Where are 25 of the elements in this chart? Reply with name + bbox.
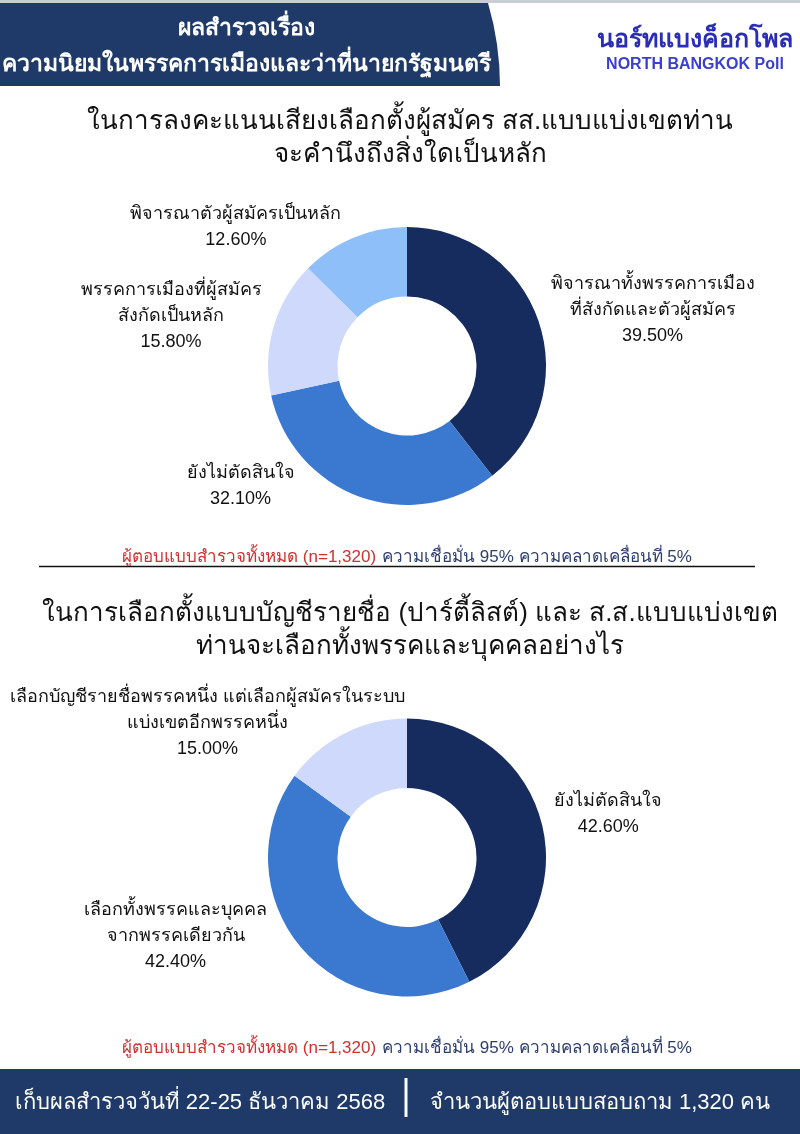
chart-title: ในการลงคะแนนเสียงเลือกตั้งผู้สมัคร สส.แบบแบ่งเขตท่าน จะคำนึงถึงสิ่งใดเป็นหลัก <box>86 101 734 168</box>
text: ผลสำรวจเรื่อง ความนิยมในพรรคการเมืองและว่าที่นายกรัฐมนตรี <box>1 10 492 78</box>
text: ผู้ตอบแบบสำรวจทั้งหมด (n=1,320) <box>122 543 377 567</box>
chart-title: ในการเลือกตั้งแบบบัญชีรายชื่อ (ปาร์ตี้ลิสต์) และ ส.ส.แบบแบ่งเขต ท่านจะเลือกทั้งพรรคและบุคคลอย่างไร <box>42 592 778 661</box>
text: ความเชื่อมั่น 95% ความคลาดเคลื่อนที่ 5% <box>382 543 692 566</box>
slice-label: พิจารณาทั้งพรรคการเมือง ที่สังกัดและตัวผู้สมัคร <box>550 269 755 320</box>
data-label: 32.10% <box>209 487 272 508</box>
slice-label: พรรคการเมืองที่ผู้สมัคร สังกัดเป็นหลัก <box>80 276 262 326</box>
data-label: 42.40% <box>144 951 207 972</box>
data-label: 15.80% <box>140 331 202 352</box>
data-label: 15.00% <box>176 737 239 758</box>
slice-label: พิจารณาตัวผู้สมัครเป็นหลัก <box>130 200 342 224</box>
data-label: 42.60% <box>577 816 639 837</box>
text: จำนวนผู้ตอบแบบสอบถาม 1,320 คน <box>429 1089 771 1115</box>
text: NORTH BANGKOK Poll <box>606 54 784 72</box>
slice-label: ยังไม่ตัดสินใจ <box>554 789 663 811</box>
slice-label: เลือกบัญชีรายชื่อพรรคหนึ่ง แต่เลือกผู้สมัครในระบบ แบ่งเขตอีกพรรคหนึ่ง <box>10 682 406 732</box>
text: ผู้ตอบแบบสำรวจทั้งหมด (n=1,320) <box>122 1035 377 1058</box>
text: นอร์ทแบงค็อกโพล <box>597 23 793 52</box>
slice-label: เลือกทั้งพรรคและบุคคล จากพรรคเดียวกัน <box>84 896 268 946</box>
slice-label: ยังไม่ตัดสินใจ <box>186 460 295 482</box>
data-label: 12.60% <box>205 228 267 249</box>
data-label: 39.50% <box>621 324 684 345</box>
text: เก็บผลสำรวจวันที่ 22-25 ธันวาคม 2568 <box>14 1086 386 1114</box>
text: ความเชื่อมั่น 95% ความคลาดเคลื่อนที่ 5% <box>382 1035 692 1057</box>
